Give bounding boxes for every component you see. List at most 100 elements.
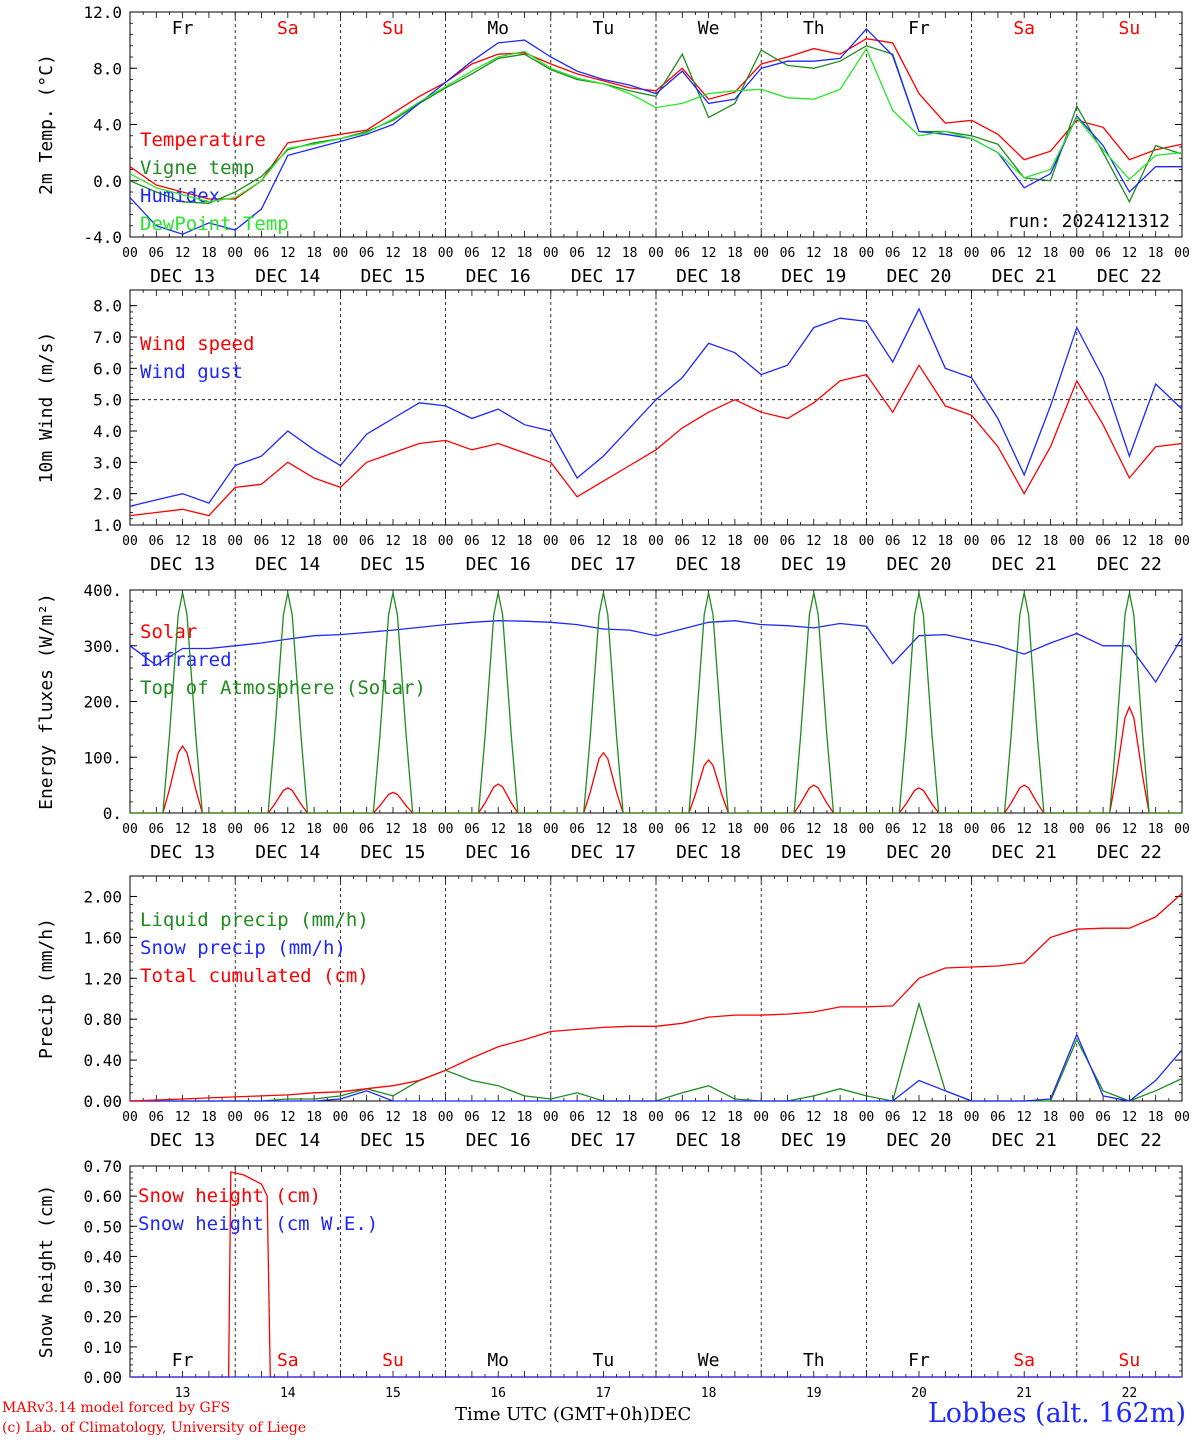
hour-tick-label: 06 xyxy=(990,246,1006,261)
hour-tick-label: 18 xyxy=(306,822,322,837)
hour-tick-label: 06 xyxy=(254,246,270,261)
hour-tick-label: 12 xyxy=(1016,246,1032,261)
series-line xyxy=(129,47,1183,203)
date-label: DEC 19 xyxy=(781,266,846,287)
hour-tick-label: 06 xyxy=(674,822,690,837)
y-tick-label: 0.00 xyxy=(83,1368,122,1387)
date-label: DEC 17 xyxy=(571,554,636,575)
y-tick-label: 8.0 xyxy=(93,59,122,78)
hour-tick-label: 18 xyxy=(727,246,743,261)
y-tick-label: 0. xyxy=(103,804,122,823)
date-label: DEC 20 xyxy=(886,842,951,863)
hour-tick-label: 06 xyxy=(990,1110,1006,1125)
legend-entry: Total cumulated (cm) xyxy=(140,965,369,987)
date-label: DEC 15 xyxy=(360,1130,425,1151)
y-tick-label: 0.30 xyxy=(83,1278,122,1297)
date-label: DEC 22 xyxy=(1097,1130,1162,1151)
legend-entry: DewPoint Temp xyxy=(140,213,289,235)
hour-tick-label: 12 xyxy=(701,534,717,549)
hour-tick-label: 00 xyxy=(438,534,454,549)
hour-tick-label: 00 xyxy=(964,246,980,261)
date-label: DEC 21 xyxy=(992,842,1057,863)
panel-5: 0.00 0.10 0.20 0.30 0.40 0.50 0.60 0.70 Snow hei… xyxy=(36,1157,1183,1401)
y-tick-label: 100. xyxy=(83,748,122,767)
day-name-label: Fr xyxy=(908,1350,930,1371)
hour-tick-label: 00 xyxy=(648,1110,664,1125)
y-tick-label: 4.0 xyxy=(93,422,122,441)
month-label: DEC xyxy=(649,1404,692,1425)
hour-tick-label: 06 xyxy=(1095,822,1111,837)
hour-tick-label: 18 xyxy=(832,246,848,261)
hour-tick-label: 18 xyxy=(937,534,953,549)
date-label: DEC 14 xyxy=(255,554,320,575)
hour-tick-label: 18 xyxy=(1043,822,1059,837)
y-tick-label: 0.20 xyxy=(83,1308,122,1327)
y-tick-label: 7.0 xyxy=(93,328,122,347)
hour-tick-label: 06 xyxy=(885,246,901,261)
hour-tick-label: 06 xyxy=(780,1110,796,1125)
date-label: DEC 13 xyxy=(150,842,215,863)
hour-tick-label: 12 xyxy=(1122,246,1138,261)
day-name-label: Mo xyxy=(487,18,509,39)
day-number-label: 17 xyxy=(596,1386,612,1401)
hour-tick-label: 18 xyxy=(622,1110,638,1125)
hour-tick-label: 06 xyxy=(569,534,585,549)
hour-tick-label: 06 xyxy=(464,534,480,549)
hour-tick-label: 06 xyxy=(674,534,690,549)
hour-tick-label: 00 xyxy=(964,822,980,837)
hour-tick-label: 12 xyxy=(806,822,822,837)
y-tick-label: 6.0 xyxy=(93,359,122,378)
hour-tick-label: 18 xyxy=(517,534,533,549)
hour-tick-label: 18 xyxy=(1043,246,1059,261)
hour-tick-label: 12 xyxy=(385,534,401,549)
legend-entry: Humidex xyxy=(140,185,220,207)
panel-4: 0.00 0.40 0.80 1.20 1.60 2.00 Precip (mm/h) 00 0… xyxy=(36,875,1190,1151)
hour-tick-label: 12 xyxy=(280,822,296,837)
hour-tick-label: 06 xyxy=(464,1110,480,1125)
date-label: DEC 22 xyxy=(1097,266,1162,287)
day-name-label: Su xyxy=(1119,18,1141,39)
hour-tick-label: 00 xyxy=(1174,246,1190,261)
y-tick-label: 400. xyxy=(83,581,122,600)
hour-tick-label: 06 xyxy=(885,1110,901,1125)
hour-tick-label: 06 xyxy=(990,534,1006,549)
legend-entry: Snow precip (mm/h) xyxy=(140,937,346,959)
date-label: DEC 14 xyxy=(255,842,320,863)
date-label: DEC 22 xyxy=(1097,842,1162,863)
credits: MARv3.14 model forced by GFS (c) Lab. of… xyxy=(2,1398,306,1438)
hour-tick-label: 12 xyxy=(701,246,717,261)
date-label: DEC 22 xyxy=(1097,554,1162,575)
hour-tick-label: 00 xyxy=(227,822,243,837)
y-axis-label: Precip (mm/h) xyxy=(36,918,57,1059)
y-tick-label: -4.0 xyxy=(83,228,122,247)
hour-tick-label: 12 xyxy=(596,1110,612,1125)
y-axis-label: 10m Wind (m/s) xyxy=(36,332,57,484)
y-tick-label: 0.60 xyxy=(83,1187,122,1206)
run-label: run: 2024121312 xyxy=(1007,211,1170,232)
hour-tick-label: 06 xyxy=(569,246,585,261)
hour-tick-label: 00 xyxy=(333,534,349,549)
hour-tick-label: 18 xyxy=(937,246,953,261)
day-name-label: We xyxy=(698,1350,720,1371)
hour-tick-label: 00 xyxy=(1174,534,1190,549)
series-line xyxy=(129,620,1183,684)
y-tick-label: 2.0 xyxy=(93,485,122,504)
hour-tick-label: 00 xyxy=(859,822,875,837)
hour-tick-label: 06 xyxy=(1095,1110,1111,1125)
day-number-label: 13 xyxy=(175,1386,191,1401)
date-label: DEC 21 xyxy=(992,554,1057,575)
hour-tick-label: 12 xyxy=(701,822,717,837)
day-number-label: 19 xyxy=(806,1386,822,1401)
hour-tick-label: 06 xyxy=(464,246,480,261)
hour-tick-label: 06 xyxy=(1095,246,1111,261)
hour-tick-label: 06 xyxy=(674,246,690,261)
hour-tick-label: 18 xyxy=(832,534,848,549)
series-line xyxy=(129,363,1183,517)
date-label: DEC 20 xyxy=(886,1130,951,1151)
hour-tick-label: 12 xyxy=(1016,534,1032,549)
hour-tick-label: 12 xyxy=(596,534,612,549)
y-tick-label: 0.40 xyxy=(83,1247,122,1266)
y-tick-label: 200. xyxy=(83,693,122,712)
hour-tick-label: 06 xyxy=(569,1110,585,1125)
y-tick-label: 0.10 xyxy=(83,1338,122,1357)
